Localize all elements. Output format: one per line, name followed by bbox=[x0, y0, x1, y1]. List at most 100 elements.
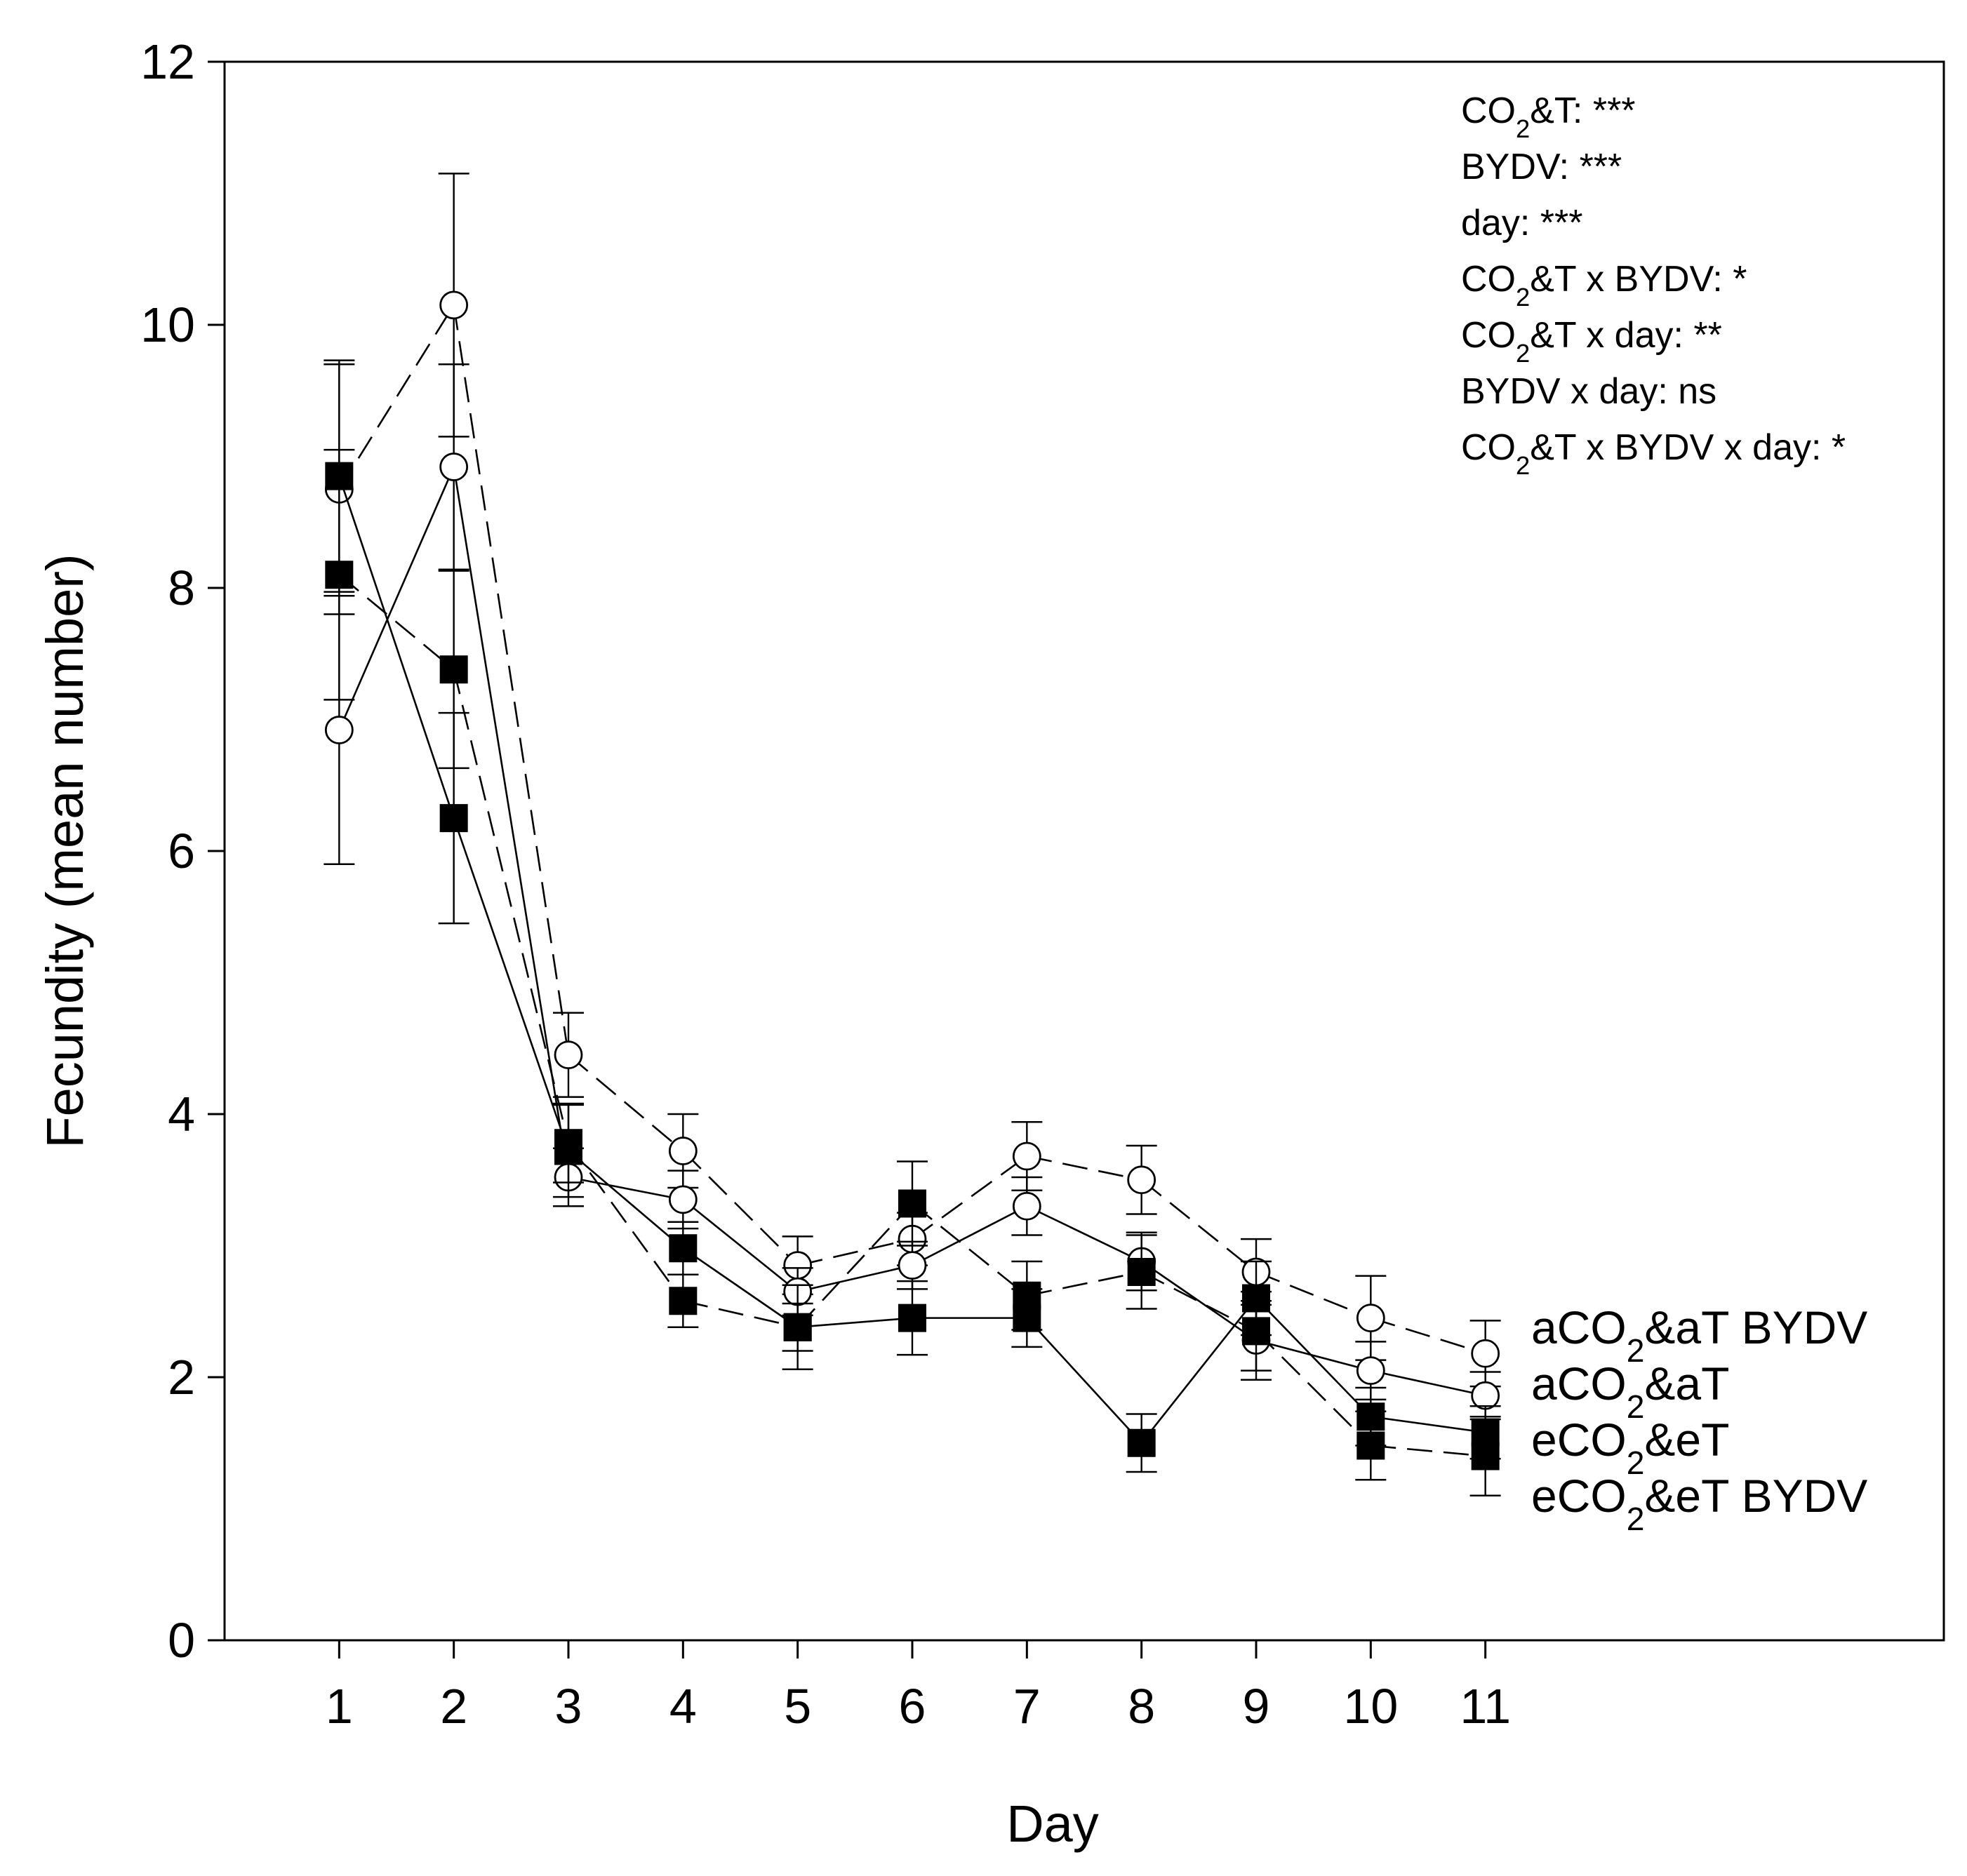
data-point-square bbox=[898, 1189, 926, 1218]
data-point-square bbox=[669, 1287, 698, 1315]
x-tick-label: 7 bbox=[1013, 1679, 1041, 1734]
series-line-segment bbox=[568, 1054, 684, 1152]
x-tick-label: 2 bbox=[440, 1679, 467, 1734]
series-line-segment bbox=[682, 1198, 799, 1293]
x-tick-label: 9 bbox=[1243, 1679, 1270, 1734]
data-point-square bbox=[554, 1129, 582, 1158]
data-point-square bbox=[1127, 1258, 1156, 1286]
series-line-segment bbox=[1026, 1205, 1142, 1263]
series-line-segment bbox=[912, 1205, 1027, 1266]
data-point-square bbox=[1242, 1317, 1270, 1346]
data-point-square bbox=[439, 804, 468, 833]
annotation-line: CO2&T: *** bbox=[1461, 91, 1636, 143]
data-point-circle bbox=[1127, 1165, 1156, 1195]
series-line-segment bbox=[453, 467, 570, 1178]
y-tick-label: 0 bbox=[168, 1613, 195, 1668]
data-point-square bbox=[669, 1234, 698, 1263]
series-line-segment bbox=[683, 1299, 798, 1329]
data-point-circle bbox=[1356, 1304, 1385, 1333]
y-tick-label: 2 bbox=[168, 1350, 195, 1405]
series-line-segment bbox=[453, 669, 570, 1144]
series-line-segment bbox=[453, 304, 570, 1055]
series-line-segment bbox=[1140, 1297, 1258, 1444]
x-tick-label: 11 bbox=[1460, 1679, 1511, 1734]
series-line-segment bbox=[1141, 1271, 1257, 1332]
series-line-segment bbox=[682, 1150, 799, 1266]
series-line-segment bbox=[1371, 1415, 1486, 1434]
series-line-segment bbox=[338, 466, 455, 731]
series-line-segment bbox=[1140, 1260, 1257, 1341]
data-point-square bbox=[1471, 1442, 1500, 1470]
data-point-circle bbox=[324, 716, 354, 744]
y-axis: 0 2 4 6 8 10 12 bbox=[140, 34, 225, 1668]
data-point-circle bbox=[1356, 1356, 1385, 1386]
annotation-line: BYDV: *** bbox=[1461, 147, 1622, 187]
series-line-segment bbox=[796, 1202, 913, 1328]
y-tick-label: 12 bbox=[140, 34, 195, 89]
y-tick-label: 6 bbox=[168, 824, 195, 878]
series-line-segment bbox=[682, 1247, 799, 1328]
legend-entry: aCO2&aT BYDV bbox=[1531, 1301, 1867, 1369]
series-line-segment bbox=[1370, 1317, 1486, 1355]
y-tick-label: 4 bbox=[168, 1087, 195, 1141]
series-layer bbox=[324, 173, 1501, 1496]
series-line-segment bbox=[568, 1176, 684, 1201]
data-point-square bbox=[1356, 1431, 1385, 1460]
x-axis-title: Day bbox=[1006, 1795, 1099, 1853]
series-line-segment bbox=[1371, 1369, 1486, 1397]
annotation-line: CO2&T x day: ** bbox=[1461, 315, 1722, 368]
data-point-circle bbox=[439, 453, 469, 481]
data-point-circle bbox=[898, 1251, 927, 1280]
x-tick-label: 8 bbox=[1128, 1679, 1155, 1734]
legend-entry: eCO2&eT bbox=[1531, 1414, 1729, 1481]
data-point-square bbox=[439, 655, 468, 684]
annotation-line: CO2&T x BYDV: * bbox=[1461, 259, 1747, 311]
annotation-line: BYDV x day: ns bbox=[1461, 371, 1716, 412]
data-point-square bbox=[898, 1304, 926, 1332]
x-tick-label: 10 bbox=[1343, 1679, 1398, 1734]
data-point-square bbox=[783, 1313, 812, 1341]
y-axis-title: Fecundity (mean number) bbox=[36, 554, 94, 1148]
data-point-circle bbox=[1012, 1141, 1041, 1171]
series-line-segment bbox=[797, 1264, 913, 1293]
series-line-segment bbox=[453, 817, 570, 1151]
series-4 bbox=[324, 448, 1501, 1496]
stats-annotations: CO2&T: ***BYDV: *** day: *** CO2&T x BYDV:… bbox=[1461, 91, 1846, 480]
x-axis: 1 2 3 4 5 6 7 8 9 10 11 bbox=[326, 1640, 1511, 1734]
data-point-square bbox=[1013, 1281, 1041, 1310]
series-line-segment bbox=[1255, 1339, 1371, 1372]
series-line-segment bbox=[568, 1150, 684, 1249]
annotation-line: CO2&T x BYDV x day: * bbox=[1461, 427, 1846, 480]
series-line-segment bbox=[338, 476, 455, 819]
series-line-segment bbox=[1255, 1330, 1372, 1447]
series-line-segment bbox=[1255, 1297, 1372, 1418]
series-line-segment bbox=[912, 1155, 1028, 1240]
x-tick-label: 1 bbox=[326, 1679, 353, 1734]
x-tick-label: 3 bbox=[555, 1679, 582, 1734]
series-line-segment bbox=[338, 304, 455, 490]
data-point-circle bbox=[668, 1185, 698, 1214]
series-line-segment bbox=[1026, 1317, 1142, 1444]
y-tick-label: 8 bbox=[168, 561, 195, 615]
series-2 bbox=[324, 363, 1501, 1421]
series-line-segment bbox=[1255, 1271, 1371, 1319]
data-point-square bbox=[1127, 1428, 1156, 1457]
annotation-line: day: *** bbox=[1461, 203, 1582, 243]
x-tick-label: 5 bbox=[784, 1679, 811, 1734]
series-line-segment bbox=[1371, 1445, 1486, 1457]
data-point-square bbox=[325, 561, 354, 589]
legend-entry: aCO2&aT bbox=[1531, 1358, 1729, 1425]
series-line-segment bbox=[1027, 1155, 1142, 1181]
series-line-segment bbox=[567, 1142, 684, 1302]
series-3 bbox=[324, 359, 1501, 1473]
y-tick-label: 10 bbox=[140, 297, 195, 352]
series-line-segment bbox=[797, 1238, 913, 1266]
data-point-circle bbox=[554, 1040, 583, 1070]
data-point-circle bbox=[668, 1137, 698, 1165]
x-tick-label: 6 bbox=[899, 1679, 926, 1734]
legend-entry: eCO2&eT BYDV bbox=[1531, 1470, 1867, 1537]
series-line-segment bbox=[912, 1202, 1028, 1297]
data-point-circle bbox=[1471, 1339, 1500, 1368]
